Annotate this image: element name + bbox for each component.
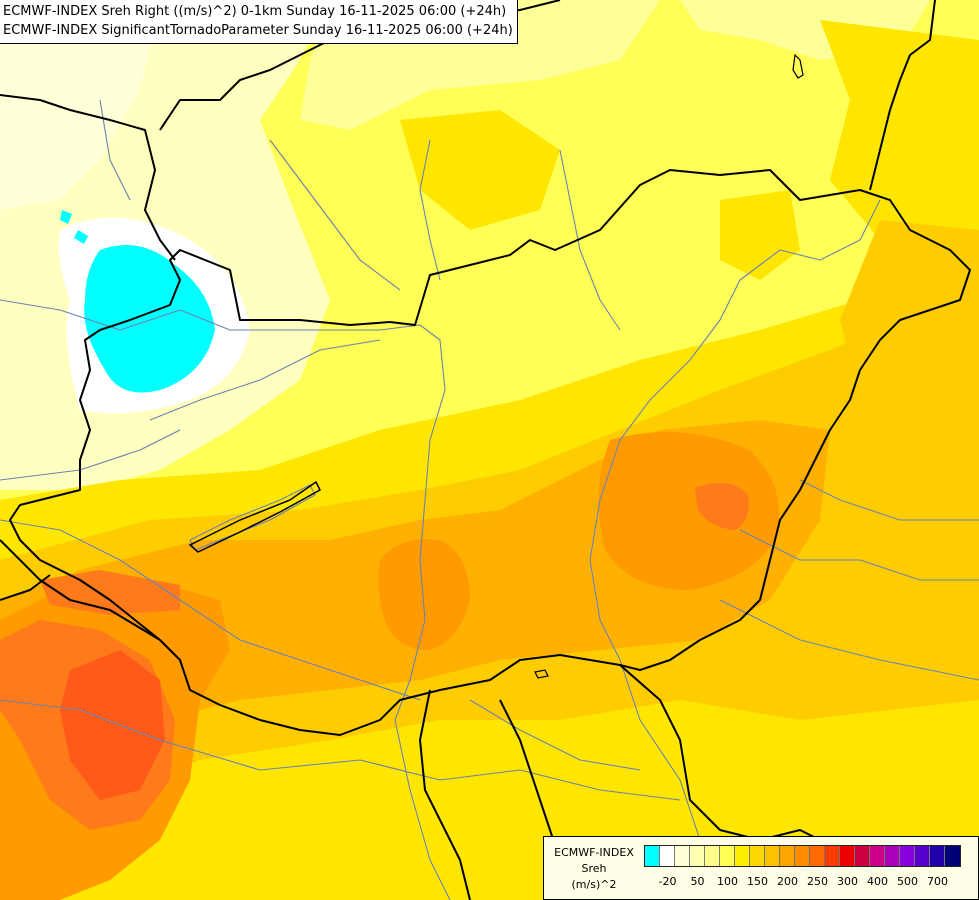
legend-swatch — [645, 846, 660, 866]
legend-swatch — [900, 846, 915, 866]
legend-swatch — [795, 846, 810, 866]
legend-tick-label: 200 — [777, 875, 798, 888]
legend-swatch — [810, 846, 825, 866]
gold-zone-northeast-patch — [720, 190, 800, 280]
orange-zone-center — [378, 539, 470, 650]
map-title-secondary: ECMWF-INDEX SignificantTornadoParameter … — [3, 23, 513, 38]
legend-tick-label: -20 — [658, 875, 677, 888]
legend-swatch — [720, 846, 735, 866]
border-hungary — [9, 169, 971, 736]
legend-tick-label: 400 — [867, 875, 888, 888]
legend-tick-label: 50 — [690, 875, 705, 888]
legend-swatch — [690, 846, 705, 866]
cyan-spot-small — [60, 210, 72, 224]
pale-zone-west-band — [0, 0, 160, 210]
legend-swatch — [705, 846, 720, 866]
lake-small-1 — [792, 53, 804, 79]
river-east-1 — [799, 479, 979, 521]
legend-tick-label: 100 — [717, 875, 738, 888]
legend-swatch — [735, 846, 750, 866]
orange-dark-zone-northwest-band — [40, 570, 180, 615]
rivers — [0, 99, 979, 900]
legend-tick-label: 500 — [897, 875, 918, 888]
river-west-2 — [0, 429, 181, 481]
orange-dark-zone-east — [695, 482, 749, 530]
river-north-2 — [419, 139, 441, 281]
lake-balaton — [188, 480, 321, 553]
legend-tick-label: 150 — [747, 875, 768, 888]
border-croatia-serbia — [419, 689, 471, 900]
lake-small-2 — [534, 669, 549, 679]
legend-swatch — [855, 846, 870, 866]
river-danube — [0, 299, 451, 900]
border-slovenia-croatia — [0, 539, 161, 641]
river-tisza — [589, 199, 881, 841]
legend-swatch — [885, 846, 900, 866]
legend-swatch — [915, 846, 930, 866]
gold-zone-east — [820, 20, 979, 260]
river-mures — [739, 529, 979, 581]
river-balaton — [189, 484, 316, 551]
cyan-zone-west — [84, 245, 215, 393]
legend-tick-label: 700 — [927, 875, 948, 888]
river-east-2 — [719, 599, 979, 681]
river-north-1 — [269, 139, 401, 291]
river-sava — [0, 699, 681, 801]
legend-swatch — [765, 846, 780, 866]
legend-model-label: ECMWF-INDEX — [554, 846, 634, 859]
color-legend: ECMWF-INDEX Sreh (m/s)^2 -20 50 100 150 200 2… — [543, 836, 979, 900]
map-title-primary: ECMWF-INDEX Sreh Right ((m/s)^2) 0-1km S… — [3, 4, 507, 19]
border-austria-slovakia — [0, 94, 176, 261]
river-south-1 — [469, 699, 641, 771]
legend-param-label: Sreh — [581, 862, 607, 875]
river-west-1 — [99, 99, 131, 201]
border-west-1 — [0, 574, 51, 601]
border-serbia-romania — [619, 664, 841, 851]
red-orange-zone-southwest — [60, 650, 165, 800]
legend-color-bar — [644, 845, 961, 867]
amber-zone-east — [840, 220, 979, 440]
map-title-box: ECMWF-INDEX Sreh Right ((m/s)^2) 0-1km S… — [0, 0, 518, 44]
legend-swatch — [825, 846, 840, 866]
legend-swatch — [660, 846, 675, 866]
legend-tick-label: 300 — [837, 875, 858, 888]
orange-zone-east — [598, 432, 780, 590]
border-ukraine-romania — [869, 0, 936, 191]
legend-unit-label: (m/s)^2 — [571, 878, 617, 891]
legend-swatch — [930, 846, 945, 866]
legend-swatch — [675, 846, 690, 866]
legend-tick-label: 250 — [807, 875, 828, 888]
river-raba — [149, 339, 381, 421]
legend-swatch — [870, 846, 885, 866]
river-north-3 — [559, 149, 621, 331]
gold-zone-north-patch — [400, 110, 560, 230]
cyan-spot-small-2 — [74, 230, 88, 244]
river-drava — [0, 519, 421, 701]
legend-swatch — [840, 846, 855, 866]
legend-swatch — [750, 846, 765, 866]
legend-swatch — [945, 846, 960, 866]
legend-swatch — [780, 846, 795, 866]
